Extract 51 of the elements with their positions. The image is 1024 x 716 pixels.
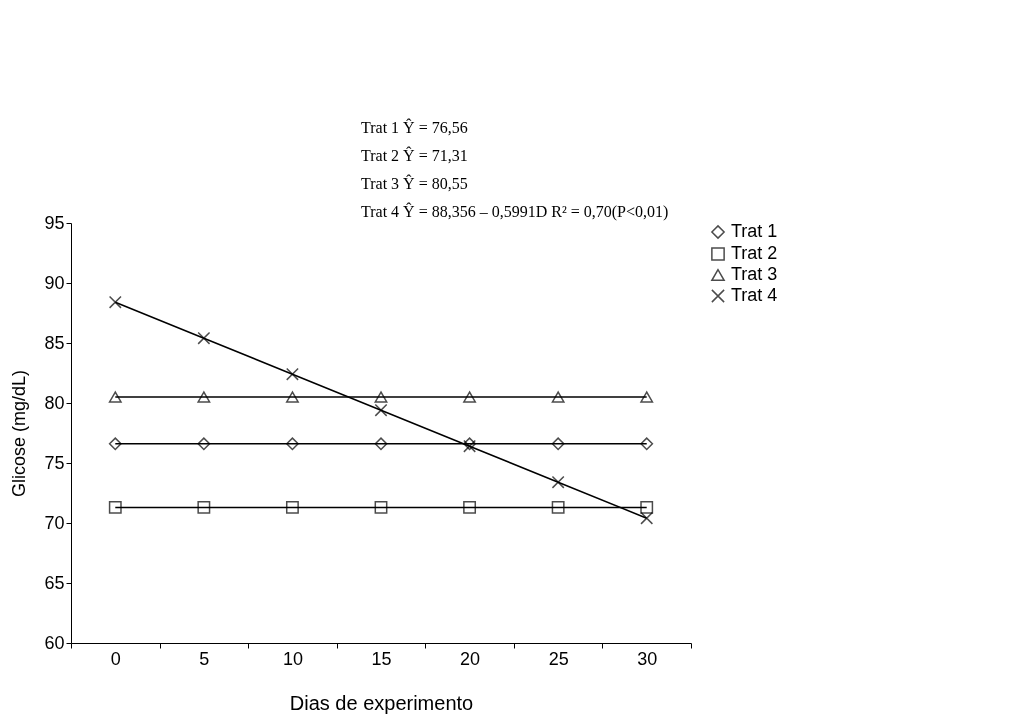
y-tick-label: 85 (44, 332, 65, 353)
point (640, 511, 654, 525)
y-tick-label: 90 (44, 272, 65, 293)
point (551, 437, 565, 451)
point (374, 500, 388, 514)
point (374, 437, 388, 451)
x-tick-label: 10 (282, 648, 303, 669)
text: Trat 2 Ŷ = 71,31 (361, 146, 468, 164)
point (640, 391, 654, 403)
x-tick-label: 20 (460, 648, 481, 669)
y-axis-title: Glicose (mg/dL) (9, 369, 30, 498)
legend-label: Trat 2 (731, 243, 778, 263)
point (551, 500, 565, 514)
point (285, 367, 299, 381)
x-axis-title: Dias de experimento (289, 691, 474, 714)
legend-label: Trat 3 (731, 264, 778, 284)
y-tick-label: 75 (44, 452, 65, 473)
point (551, 391, 565, 403)
y-tick-label: 60 (44, 632, 65, 653)
text: Trat 4 Ŷ = 88,356 – 0,5991D R² = 0,70(P<0,01) (361, 202, 669, 221)
point (285, 391, 299, 403)
x-tick-label: 0 (110, 648, 121, 669)
x-tick-label: 25 (548, 648, 569, 669)
point (197, 500, 211, 514)
point (463, 391, 477, 403)
x-tick-label: 15 (371, 648, 392, 669)
point (640, 437, 654, 451)
point (640, 500, 654, 514)
y-tick-label: 80 (44, 392, 65, 413)
text: Trat 1 Ŷ = 76,56 (361, 118, 468, 136)
point (551, 475, 565, 489)
legend-label: Trat 1 (731, 221, 778, 241)
x-tick-label: 5 (199, 648, 210, 669)
point (197, 391, 211, 403)
point (108, 500, 122, 514)
y-tick-label: 70 (44, 512, 65, 533)
legend-label: Trat 4 (731, 285, 778, 305)
point (108, 391, 122, 403)
point (463, 500, 477, 514)
x-tick-label: 30 (637, 648, 658, 669)
point (285, 437, 299, 451)
point (285, 500, 299, 514)
point (197, 437, 211, 451)
point (108, 437, 122, 451)
text: Trat 3 Ŷ = 80,55 (361, 174, 468, 192)
point (374, 403, 388, 417)
point (197, 331, 211, 345)
y-tick-label: 95 (44, 212, 65, 233)
point (374, 391, 388, 403)
y-tick-label: 65 (44, 572, 65, 593)
point (108, 295, 122, 309)
